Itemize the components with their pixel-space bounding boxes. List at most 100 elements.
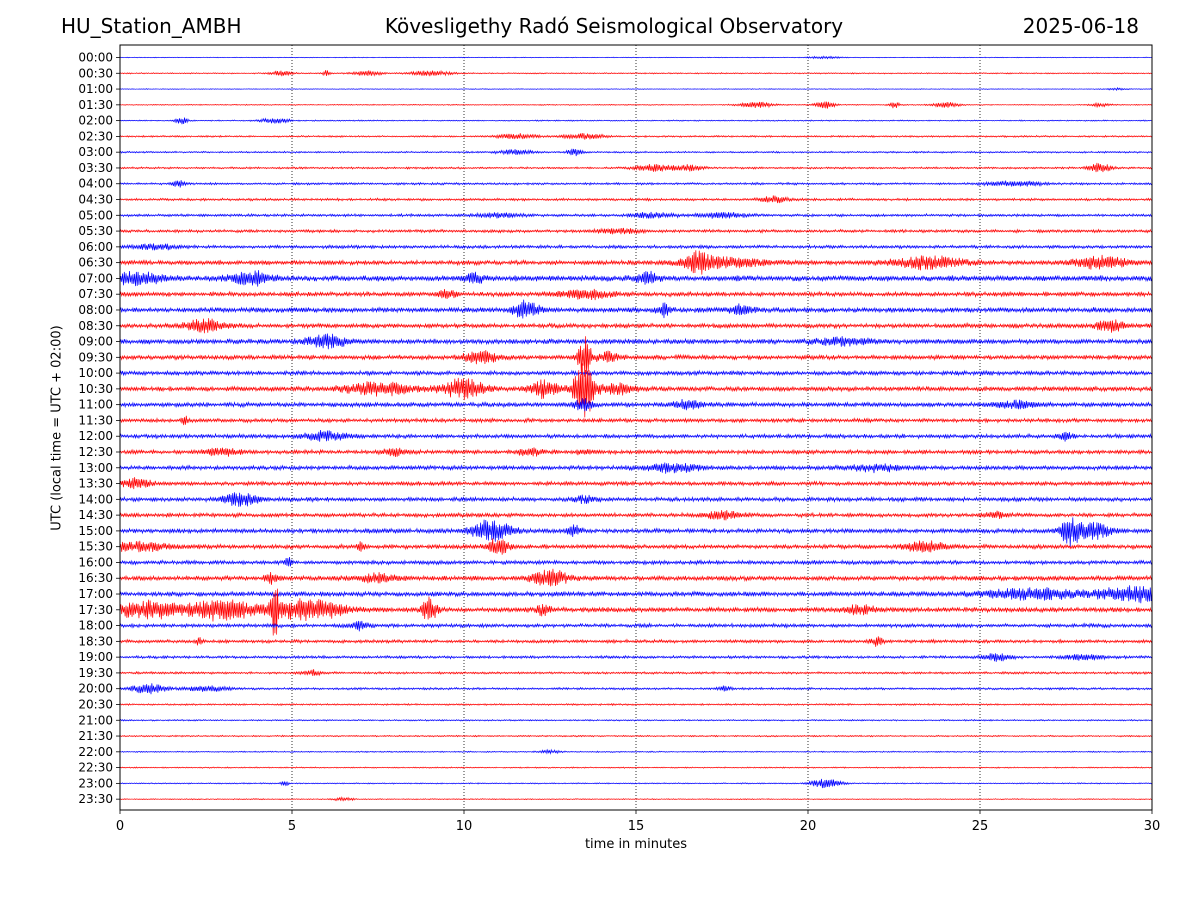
trace-0200 [119, 117, 1153, 125]
y-tick-label: 14:30 [78, 508, 113, 522]
trace-1330 [119, 477, 1153, 490]
x-tick-label: 10 [456, 819, 473, 834]
y-tick-label: 22:30 [78, 761, 113, 775]
trace-0100 [119, 86, 1153, 92]
y-tick-label: 10:30 [78, 382, 113, 396]
y-tick-label: 14:00 [78, 492, 113, 506]
trace-0600 [119, 243, 1153, 251]
y-tick-label: 06:00 [78, 240, 113, 254]
trace-0300 [119, 148, 1153, 157]
trace-0230 [119, 133, 1153, 140]
x-tick-label: 25 [972, 819, 989, 834]
y-tick-label: 21:30 [78, 729, 113, 743]
trace-1730 [119, 588, 1153, 636]
y-tick-label: 13:00 [78, 461, 113, 475]
y-tick-label: 05:00 [78, 208, 113, 222]
y-tick-label: 23:30 [78, 792, 113, 806]
station-name: HU_Station_AMBH [61, 14, 242, 38]
trace-1500 [119, 517, 1153, 547]
y-tick-label: 16:30 [78, 571, 113, 585]
trace-0700 [119, 270, 1153, 287]
y-tick-label: 02:00 [78, 114, 113, 128]
y-tick-label: 03:00 [78, 145, 113, 159]
y-tick-label: 19:30 [78, 666, 113, 680]
trace-2200 [119, 748, 1153, 755]
y-tick-label: 18:00 [78, 619, 113, 633]
y-tick-label: 09:00 [78, 335, 113, 349]
trace-0830 [119, 318, 1153, 334]
y-tick-label: 16:00 [78, 555, 113, 569]
y-tick-label: 11:00 [78, 398, 113, 412]
observatory-title: Kövesligethy Radó Seismological Observat… [384, 14, 844, 38]
y-tick-label: 15:30 [78, 540, 113, 554]
y-axis-label: UTC (local time = UTC + 02:00) [49, 325, 65, 531]
trace-0400 [119, 180, 1153, 188]
trace-2330 [119, 796, 1153, 802]
trace-1530 [119, 538, 1153, 555]
y-tick-label: 18:30 [78, 634, 113, 648]
x-tick-label: 15 [628, 819, 645, 834]
y-tick-label: 08:00 [78, 303, 113, 317]
y-tick-label: 10:00 [78, 366, 113, 380]
trace-1930 [119, 669, 1153, 677]
y-tick-label: 23:00 [78, 776, 113, 790]
trace-0630 [119, 250, 1153, 275]
trace-2030 [119, 702, 1153, 707]
y-tick-label: 08:30 [78, 319, 113, 333]
trace-0430 [119, 195, 1153, 204]
trace-0500 [119, 211, 1153, 219]
y-tick-label: 13:30 [78, 477, 113, 491]
trace-2230 [119, 766, 1153, 769]
trace-2300 [119, 778, 1153, 789]
trace-1300 [119, 462, 1153, 474]
y-tick-label: 01:00 [78, 82, 113, 96]
y-tick-label: 19:00 [78, 650, 113, 664]
y-tick-label: 11:30 [78, 413, 113, 427]
trace-1900 [119, 653, 1153, 662]
trace-0900 [119, 333, 1153, 350]
y-tick-label: 12:30 [78, 445, 113, 459]
y-tick-label: 04:30 [78, 193, 113, 207]
trace-1100 [119, 398, 1153, 412]
y-tick-label: 02:30 [78, 129, 113, 143]
x-tick-label: 0 [116, 819, 124, 834]
trace-1830 [119, 636, 1153, 647]
x-axis-label: time in minutes [584, 837, 688, 852]
trace-1700 [119, 585, 1153, 604]
y-tick-label: 20:30 [78, 697, 113, 711]
y-tick-label: 00:30 [78, 66, 113, 80]
y-tick-label: 05:30 [78, 224, 113, 238]
x-tick-label: 20 [800, 819, 817, 834]
trace-0800 [119, 299, 1153, 319]
trace-1200 [119, 430, 1153, 442]
trace-1630 [119, 568, 1153, 587]
y-tick-label: 15:00 [78, 524, 113, 538]
y-tick-label: 17:00 [78, 587, 113, 601]
trace-1800 [119, 620, 1153, 632]
x-tick-label: 30 [1144, 819, 1161, 834]
y-tick-label: 07:00 [78, 271, 113, 285]
trace-2100 [119, 718, 1153, 722]
trace-1000 [119, 369, 1153, 377]
y-tick-label: 00:00 [78, 51, 113, 65]
trace-2000 [119, 683, 1153, 695]
trace-1400 [119, 492, 1153, 507]
y-tick-label: 09:30 [78, 350, 113, 364]
trace-0930 [119, 336, 1153, 377]
y-tick-label: 06:30 [78, 256, 113, 270]
y-tick-label: 04:00 [78, 177, 113, 191]
y-tick-label: 03:30 [78, 161, 113, 175]
record-date: 2025-06-18 [1022, 14, 1139, 38]
y-tick-label: 22:00 [78, 745, 113, 759]
y-tick-label: 07:30 [78, 287, 113, 301]
trace-0000 [119, 55, 1153, 60]
trace-0730 [119, 288, 1153, 301]
trace-2130 [119, 734, 1153, 738]
x-tick-label: 5 [288, 819, 296, 834]
trace-1030 [119, 363, 1153, 418]
trace-0030 [119, 69, 1153, 77]
trace-1130 [119, 415, 1153, 426]
y-tick-label: 12:00 [78, 429, 113, 443]
trace-0130 [119, 101, 1153, 109]
y-tick-label: 21:00 [78, 713, 113, 727]
